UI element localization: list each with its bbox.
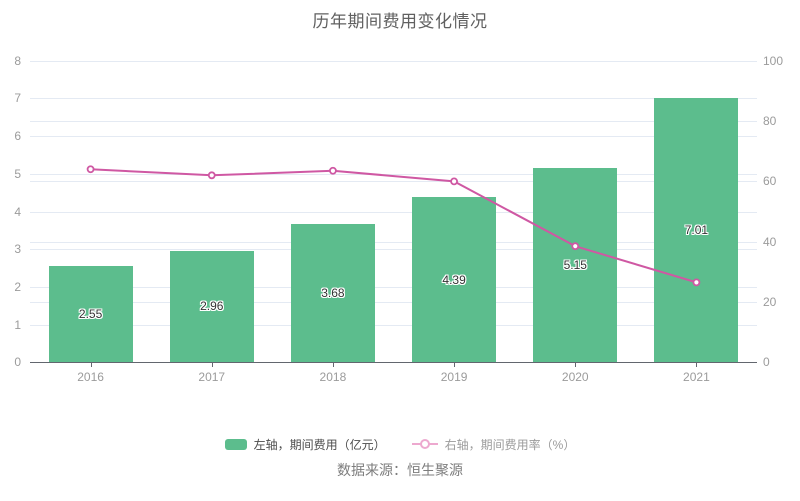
x-axis-label-2020: 2020 [561, 370, 589, 385]
x-axis-label-2016: 2016 [77, 370, 104, 385]
data-point-2016[interactable] [86, 165, 95, 174]
x-axis-tick-2020 [575, 362, 577, 368]
gridline-left-8 [30, 60, 757, 62]
gridline-left-4 [30, 211, 757, 213]
gridline-left-6 [30, 136, 757, 138]
gridline-left-2 [30, 286, 757, 288]
left-axis-tick-label-7: 7 [14, 91, 21, 106]
legend-line-ring [419, 439, 430, 449]
x-axis-tick-2017 [211, 362, 213, 368]
gridline-right-20 [30, 301, 757, 303]
legend-item-bar-series[interactable]: 左轴，期间费用（亿元） [224, 436, 386, 453]
x-axis-tick-2018 [332, 362, 334, 368]
bar-value-label-2021: 7.01 [684, 223, 709, 238]
left-axis-tick-label-5: 5 [14, 166, 21, 181]
x-axis-label-2021: 2021 [683, 370, 710, 385]
legend-line-label: 右轴，期间费用率（%） [444, 437, 576, 452]
left-axis-tick-label-4: 4 [14, 204, 21, 219]
left-axis-tick-label-6: 6 [14, 129, 21, 144]
left-axis-tick-label-1: 1 [14, 317, 21, 332]
gridline-right-60 [30, 181, 757, 183]
x-axis-tick-2016 [90, 362, 92, 368]
line-series-marker-icon [411, 439, 438, 450]
x-axis-tick-2021 [696, 362, 698, 368]
bar-value-label-2018: 3.68 [321, 285, 345, 300]
gridline-right-40 [30, 241, 757, 243]
gridline-left-5 [30, 173, 757, 175]
bar-value-label-2019: 4.39 [442, 272, 466, 287]
right-axis-tick-label-40: 40 [763, 234, 777, 249]
right-axis-tick-label-80: 80 [763, 114, 777, 129]
x-axis-tick-2019 [454, 362, 456, 368]
gridline-right-80 [30, 121, 757, 123]
right-axis-tick-label-60: 60 [763, 174, 777, 189]
left-axis-tick-label-0: 0 [14, 355, 21, 370]
gridline-left-3 [30, 249, 757, 251]
right-axis-tick-label-0: 0 [763, 355, 770, 370]
left-axis-tick-label-2: 2 [14, 279, 21, 294]
data-source: 数据来源：恒生聚源 [337, 462, 463, 478]
bar-2020[interactable]: 5.15 [533, 168, 618, 363]
plot-area: 0 1 2 3 4 5 6 7 8 0 20 40 60 80 100 2.55 2.96 3.68 4.39 5.1… [14, 53, 784, 385]
legend-item-line-series[interactable]: 右轴，期间费用率（%） [411, 436, 576, 453]
legend: 左轴，期间费用（亿元） 右轴，期间费用率（%） [0, 435, 800, 453]
gridline-left-7 [30, 98, 757, 100]
x-axis-line [30, 362, 757, 364]
right-axis-tick-label-100: 100 [763, 53, 784, 68]
chart-title: 历年期间费用变化情况 [312, 12, 488, 31]
bar-2018[interactable]: 3.68 [290, 223, 375, 363]
bar-2017[interactable]: 2.96 [169, 250, 254, 363]
gridline-left-1 [30, 324, 757, 326]
right-axis-tick-label-20: 20 [763, 294, 777, 309]
bar-2019[interactable]: 4.39 [412, 196, 497, 363]
bar-value-label-2020: 5.15 [563, 258, 587, 273]
x-axis-label-2018: 2018 [319, 370, 347, 385]
bar-value-label-2017: 2.96 [200, 299, 224, 314]
legend-bar-label: 左轴，期间费用（亿元） [253, 437, 386, 452]
bar-value-label-2016: 2.55 [78, 307, 103, 322]
x-axis-label-2017: 2017 [198, 370, 226, 385]
bar-series-swatch-icon [224, 438, 247, 450]
x-axis-label-2019: 2019 [440, 370, 468, 385]
bar-2021[interactable]: 7.01 [654, 98, 739, 363]
left-axis-tick-label-3: 3 [14, 242, 21, 257]
left-axis-tick-label-8: 8 [14, 53, 21, 68]
bar-2016[interactable]: 2.55 [48, 266, 133, 363]
